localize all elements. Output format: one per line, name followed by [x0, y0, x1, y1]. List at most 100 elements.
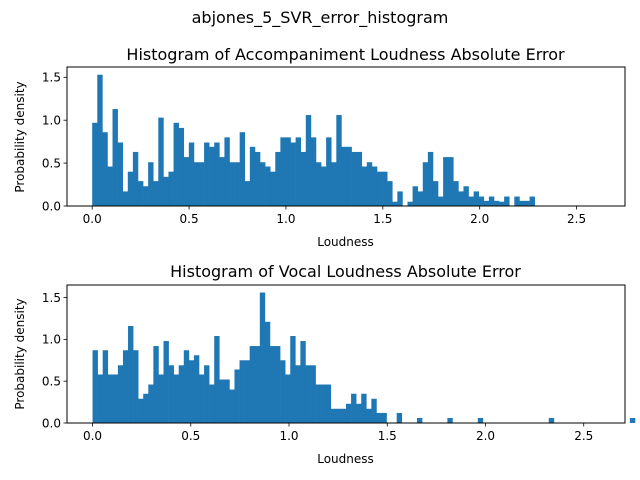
histogram-bar: [229, 389, 235, 423]
histogram-bar: [371, 166, 378, 206]
x-tick-label: 2.0: [476, 429, 495, 443]
histogram-bar: [102, 350, 109, 423]
histogram-bar: [183, 157, 190, 206]
histogram-bar: [148, 162, 154, 206]
histogram-bar: [132, 151, 139, 206]
histogram-bar: [198, 374, 205, 423]
histogram-bar: [173, 122, 179, 206]
histogram-bar: [427, 151, 434, 206]
histogram-bar: [366, 408, 372, 423]
x-tick-label: 1.0: [279, 429, 298, 443]
histogram-bar: [117, 365, 124, 423]
histogram-bar: [163, 341, 169, 423]
histogram-bar: [310, 365, 316, 423]
histogram-bar: [529, 196, 535, 206]
y-tick-label: 1.0: [42, 113, 61, 127]
histogram-bar: [300, 151, 307, 206]
histogram-bar: [92, 350, 98, 423]
histogram-bar: [239, 360, 245, 423]
bars-group: [92, 74, 535, 206]
histogram-bar: [473, 191, 480, 206]
histogram-bar: [290, 142, 296, 206]
histogram-bar: [168, 171, 174, 206]
y-axis-label: Probability density: [13, 81, 27, 192]
histogram-bar: [504, 196, 510, 206]
histogram-bar: [188, 142, 195, 206]
histogram-bar: [168, 365, 174, 423]
histogram-bar: [112, 109, 118, 206]
ticks-group: 0.0 0.5 1.0 1.5 2.0 2.5 0.0 0.5 1.0 1.5: [42, 71, 586, 226]
histogram-bar: [381, 412, 387, 423]
histogram-bar: [453, 181, 459, 206]
histogram-bar: [448, 157, 454, 206]
histogram-bar: [143, 393, 149, 423]
histogram-bar: [122, 350, 129, 423]
histogram-bar: [122, 191, 129, 206]
x-tick-label: 2.5: [567, 212, 586, 226]
histogram-bar: [331, 162, 337, 206]
histogram-bar: [387, 181, 393, 206]
histogram-bar: [239, 132, 246, 206]
histogram-bar: [269, 346, 276, 423]
histogram-bar: [305, 365, 311, 423]
histogram-bar: [361, 166, 368, 206]
histogram-bar: [310, 137, 317, 206]
histogram-bar: [204, 365, 210, 423]
histogram-bar: [335, 408, 342, 423]
histogram-bar: [315, 162, 322, 206]
y-tick-label: 1.5: [42, 71, 61, 85]
histogram-bar: [396, 412, 403, 423]
histogram-bar: [346, 146, 352, 206]
histogram-bar: [193, 162, 200, 206]
histogram-bar: [392, 201, 398, 206]
histogram-bar: [483, 200, 490, 206]
histogram-bar: [468, 196, 474, 206]
y-tick-label: 1.0: [42, 333, 61, 347]
histogram-bar: [285, 137, 291, 206]
histogram-bar: [438, 196, 444, 206]
bars-group: [92, 292, 636, 423]
histogram-bar: [325, 384, 332, 423]
histogram-bar: [107, 374, 114, 423]
histogram-bar: [478, 196, 485, 206]
histogram-bar: [234, 369, 240, 423]
histogram-bar: [254, 346, 261, 423]
histogram-bar: [153, 181, 159, 206]
x-tick-label: 1.5: [373, 212, 392, 226]
histogram-bar: [477, 417, 484, 423]
histogram-bar: [133, 350, 139, 423]
histogram-bar: [488, 196, 495, 206]
histogram-bar: [416, 417, 423, 423]
figure-title: abjones_5_SVR_error_histogram: [192, 8, 449, 28]
histogram-bar: [188, 360, 195, 423]
histogram-bar: [376, 412, 382, 423]
histogram-bar: [107, 166, 113, 206]
histogram-bar: [143, 186, 149, 206]
x-tick-label: 1.0: [276, 212, 295, 226]
x-tick-label: 1.5: [378, 429, 397, 443]
histogram-bar: [264, 321, 271, 423]
y-tick-label: 0.5: [42, 374, 61, 388]
histogram-bar: [224, 137, 230, 206]
histogram-bar: [351, 151, 357, 206]
chart-title: Histogram of Vocal Loudness Absolute Err…: [170, 262, 521, 281]
histogram-bar: [305, 115, 312, 206]
histogram-bar: [249, 146, 256, 206]
histogram-bar: [127, 171, 134, 206]
histogram-bar: [275, 346, 281, 423]
histogram-bar: [183, 350, 190, 423]
histogram-bar: [117, 142, 124, 206]
x-tick-label: 0.0: [83, 429, 102, 443]
x-tick-label: 0.0: [83, 212, 102, 226]
histogram-bar: [382, 171, 388, 206]
histogram-bar: [361, 393, 367, 423]
histogram-bar: [417, 191, 424, 206]
histogram-bar: [422, 162, 429, 206]
histogram-bar: [260, 162, 266, 206]
histogram-bar: [265, 166, 271, 206]
histogram-bar: [219, 157, 225, 206]
x-tick-label: 0.5: [181, 429, 200, 443]
histogram-bar: [300, 341, 306, 423]
histogram-bar: [254, 151, 261, 206]
